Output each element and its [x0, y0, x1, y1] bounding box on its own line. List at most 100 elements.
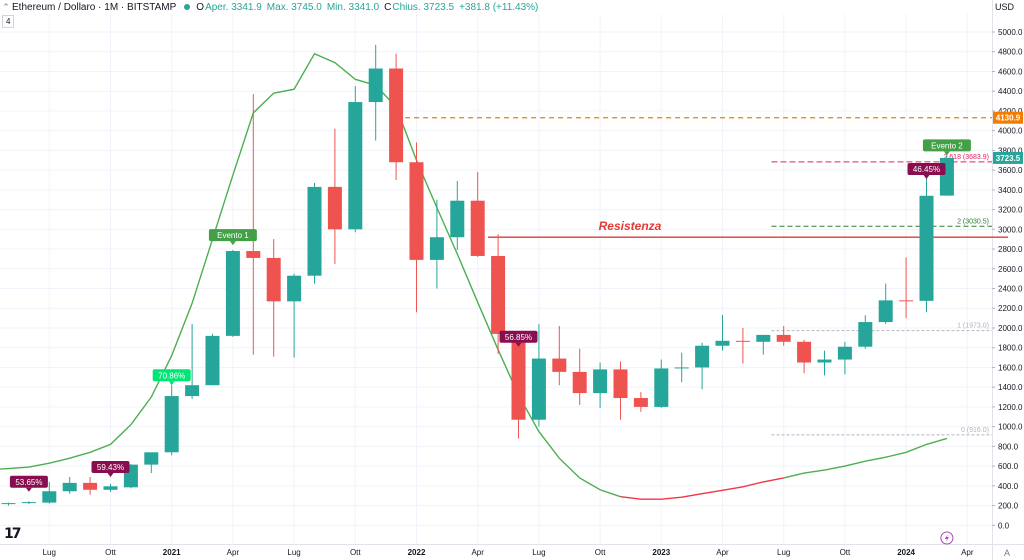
- callout-pointer: [229, 241, 236, 246]
- moving-average-line-red: [620, 477, 784, 500]
- time-tick-label: Lug: [287, 548, 300, 557]
- price-tick-label: 200.0: [998, 502, 1019, 511]
- candle-body: [878, 300, 893, 323]
- candle-body: [205, 335, 220, 386]
- time-tick-label: Ott: [105, 548, 116, 557]
- price-tick-label: 1200.0: [998, 403, 1023, 412]
- callouts: 53.65% 59.43% 70.86% Evento 1 56.85% 46.45% Ev…: [9, 139, 971, 492]
- fib-levels: 2.618 (3683.9) 2 (3030.5) 1 (1973.0) 0 (916…: [771, 154, 992, 436]
- auto-scale-button[interactable]: A: [1004, 548, 1011, 558]
- price-tick-label: 2800.0: [998, 245, 1023, 254]
- price-tick-label: 1800.0: [998, 344, 1023, 353]
- fib-level-label: 1 (1973.0): [957, 323, 989, 330]
- candle-body: [817, 359, 832, 363]
- callout-pointer: [168, 381, 175, 386]
- callout-box: [499, 330, 538, 343]
- time-tick-label: 2024: [897, 548, 915, 557]
- callout-label: Evento 2: [931, 141, 963, 150]
- close-key: C: [384, 1, 392, 13]
- price-tick-label: 4400.0: [998, 87, 1023, 96]
- close-value: Chius. 3723.5: [392, 1, 455, 13]
- candle-body: [307, 186, 322, 276]
- moving-average-line: [783, 437, 948, 479]
- price-tick-label: 4600.0: [998, 67, 1023, 76]
- candle-body: [83, 482, 98, 490]
- price-tick-label: 3600.0: [998, 166, 1023, 175]
- price-tick-label: 0.0: [998, 521, 1010, 530]
- candle-body: [389, 68, 404, 163]
- callout-label: Evento 1: [217, 231, 249, 240]
- callout-pointer: [943, 151, 950, 156]
- subpane-toggle[interactable]: 4: [2, 15, 15, 28]
- resistance-label: Resistenza: [599, 219, 662, 233]
- candle-body: [735, 340, 750, 342]
- price-tick-label: 2200.0: [998, 304, 1023, 313]
- callout-pointer: [923, 175, 930, 180]
- candle-body: [327, 186, 342, 230]
- market-status-dot: [184, 4, 191, 10]
- time-tick-label: Lug: [532, 548, 545, 557]
- price-tick-label: 2000.0: [998, 324, 1023, 333]
- symbol-title[interactable]: Ethereum / Dollaro · 1M · BITSTAMP: [12, 1, 177, 13]
- price-tick-label: 4000.0: [998, 127, 1023, 136]
- collapse-icon[interactable]: ⌃: [2, 1, 10, 12]
- tradingview-logo[interactable]: 17: [4, 526, 22, 542]
- time-tick-label: Lug: [777, 548, 790, 557]
- candle-body: [797, 341, 812, 363]
- price-tick-label: 2400.0: [998, 285, 1023, 294]
- price-tick-label: 3000.0: [998, 225, 1023, 234]
- callout-box: [91, 461, 130, 474]
- chart-header: ⌃ Ethereum / Dollaro · 1M · BITSTAMP O A…: [0, 0, 543, 14]
- candle-body: [164, 396, 179, 453]
- callout-box: [907, 163, 946, 176]
- candle-body: [103, 486, 118, 490]
- candle-body: [715, 340, 730, 346]
- price-tick-label: 5000.0: [998, 28, 1023, 37]
- callout-label: 46.45%: [913, 165, 940, 174]
- callout-label: 59.43%: [97, 463, 124, 472]
- price-tick-label: 3400.0: [998, 186, 1023, 195]
- candle-body: [287, 275, 302, 302]
- candle-body: [899, 300, 914, 302]
- candle-body: [368, 68, 383, 103]
- price-tick-label: 1600.0: [998, 363, 1023, 372]
- time-tick-label: Ott: [595, 548, 606, 557]
- currency-label[interactable]: USD: [994, 2, 1014, 12]
- open-key: O: [196, 1, 205, 13]
- price-tick-label: 4800.0: [998, 48, 1023, 57]
- candle-body: [593, 369, 608, 394]
- candle-body: [919, 195, 934, 301]
- time-tick-label: Apr: [961, 548, 974, 557]
- candle-body: [470, 200, 485, 256]
- change-value: +381.8 (+11.43%): [459, 1, 539, 13]
- price-tick-label: 800.0: [998, 442, 1019, 451]
- time-tick-label: Ott: [350, 548, 361, 557]
- time-tick-label: Ott: [840, 548, 851, 557]
- time-tick-label: Apr: [716, 548, 729, 557]
- last-price-badge: [993, 151, 1023, 164]
- candle-body: [225, 251, 240, 336]
- callout-box: [922, 139, 971, 152]
- candle-body: [21, 502, 36, 504]
- fib-level-label: 2 (3030.5): [957, 218, 989, 225]
- time-tick-label: Apr: [227, 548, 240, 557]
- callout-pointer: [25, 487, 32, 492]
- candle-body: [552, 358, 567, 372]
- callout-label: 56.85%: [505, 333, 532, 342]
- candle-body: [654, 368, 669, 407]
- price-tick-label: 3800.0: [998, 146, 1023, 155]
- candles: [1, 44, 954, 506]
- price-tick-label: 1400.0: [998, 383, 1023, 392]
- candle-body: [42, 491, 57, 503]
- time-tick-label: Lug: [43, 548, 56, 557]
- time-tick-label: 2021: [163, 548, 181, 557]
- callout-label: 70.86%: [158, 371, 185, 380]
- candle-body: [144, 452, 159, 465]
- price-tick-label: 4200.0: [998, 107, 1023, 116]
- time-tick-label: 2023: [652, 548, 670, 557]
- callout-pointer: [515, 342, 522, 347]
- candle-body: [409, 162, 424, 260]
- orange-price-badge-text: 4130.9: [996, 114, 1021, 123]
